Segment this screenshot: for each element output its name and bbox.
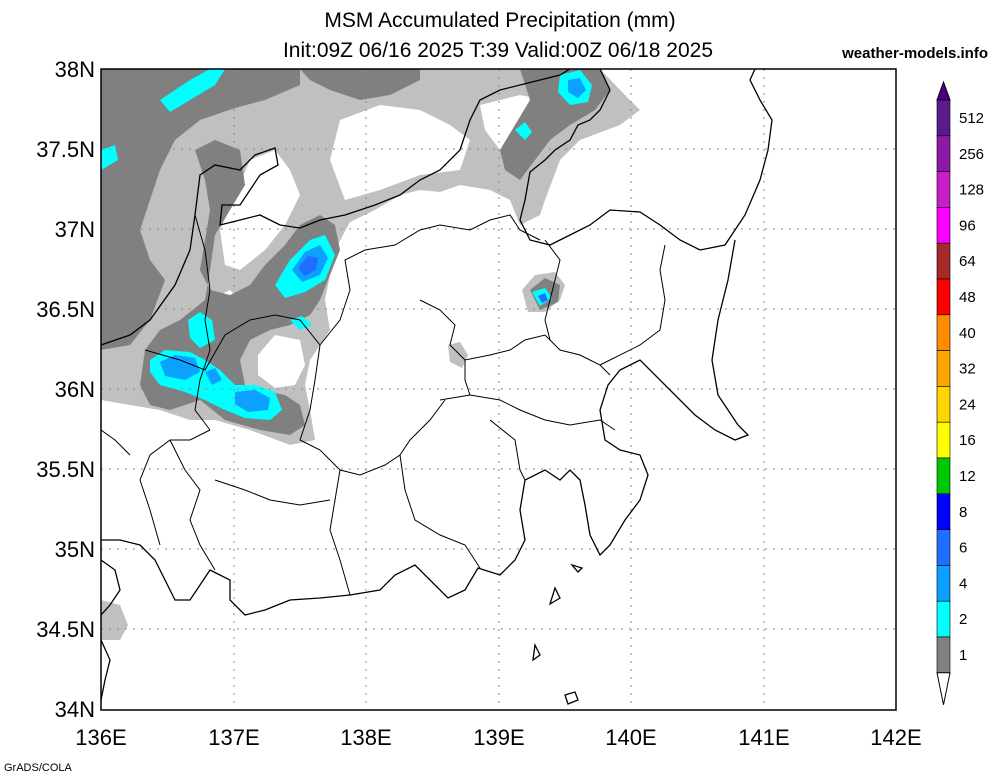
lon-label-136e: 136E [75,725,126,750]
colorbar-label: 512 [959,110,984,127]
lat-label-36n: 36N [55,377,95,402]
lat-label-34n: 34N [55,697,95,722]
colorbar-label: 256 [959,146,984,163]
colorbar-swatch [936,278,951,316]
site-label: weather-models.info [842,45,988,62]
colorbar-label: 128 [959,182,984,199]
colorbar-swatch [936,242,951,280]
lon-label-140e: 140E [605,725,656,750]
colorbar-label: 48 [959,289,976,306]
colorbar-label: 4 [959,575,967,592]
colorbar-swatch [936,350,951,387]
lat-label-35-5n: 35.5N [36,457,95,482]
colorbar-label: 6 [959,540,967,557]
precip-shading [101,69,640,640]
colorbar-label: 96 [959,217,976,234]
lon-label-141e: 141E [738,725,789,750]
precip-6mm-area [160,78,586,412]
colorbar-swatch [936,529,951,566]
lat-label-38n: 38N [55,57,95,82]
chart-subtitle: Init:09Z 06/16 2025 T:39 Valid:00Z 06/18… [282,39,714,62]
lat-axis: 38N 37.5N 37N 36.5N 36N 35.5N 35N 34.5N … [36,57,95,722]
lon-label-142e: 142E [870,725,921,750]
colorbar-swatch [936,600,951,638]
prefecture-borders [101,214,666,596]
colorbar-bottom-arrow [936,672,951,705]
lat-label-36-5n: 36.5N [36,297,95,322]
colorbar-swatch [936,171,951,208]
colorbar-swatch [936,636,951,674]
colorbar-swatch [936,421,951,459]
colorbar-swatch [936,386,951,423]
lon-axis: 136E 137E 138E 139E 140E 141E 142E [75,725,921,750]
map-grid [101,69,896,710]
colorbar-swatch [936,135,951,172]
colorbar-label: 2 [959,611,967,628]
colorbar-label: 40 [959,325,976,342]
chart-title: MSM Accumulated Precipitation (mm) [324,9,676,32]
lat-label-35n: 35N [55,537,95,562]
lon-label-139e: 139E [473,725,524,750]
colorbar-label: 32 [959,361,976,378]
colorbar-swatch [936,565,951,602]
precip-8mm-area [298,256,548,303]
colorbar-label: 8 [959,504,967,521]
lon-label-138e: 138E [340,725,391,750]
colorbar-swatch [936,99,951,137]
colorbar-label: 24 [959,396,976,413]
colorbar-swatch [936,457,951,495]
lat-label-37-5n: 37.5N [36,137,95,162]
colorbar-swatch [936,314,951,351]
lat-label-34-5n: 34.5N [36,617,95,642]
lat-label-37n: 37N [55,217,95,242]
colorbar-top-arrow [936,80,951,101]
coastlines [101,69,773,705]
credit-label: GrADS/COLA [4,762,72,774]
colorbar-label: 12 [959,468,976,485]
map-frame [100,68,897,711]
colorbar-label: 1 [959,647,967,664]
colorbar-swatch [936,493,951,530]
colorbar-swatch [936,207,951,244]
colorbar-label: 16 [959,432,976,449]
colorbar-label: 64 [959,253,976,270]
lon-label-137e: 137E [208,725,259,750]
